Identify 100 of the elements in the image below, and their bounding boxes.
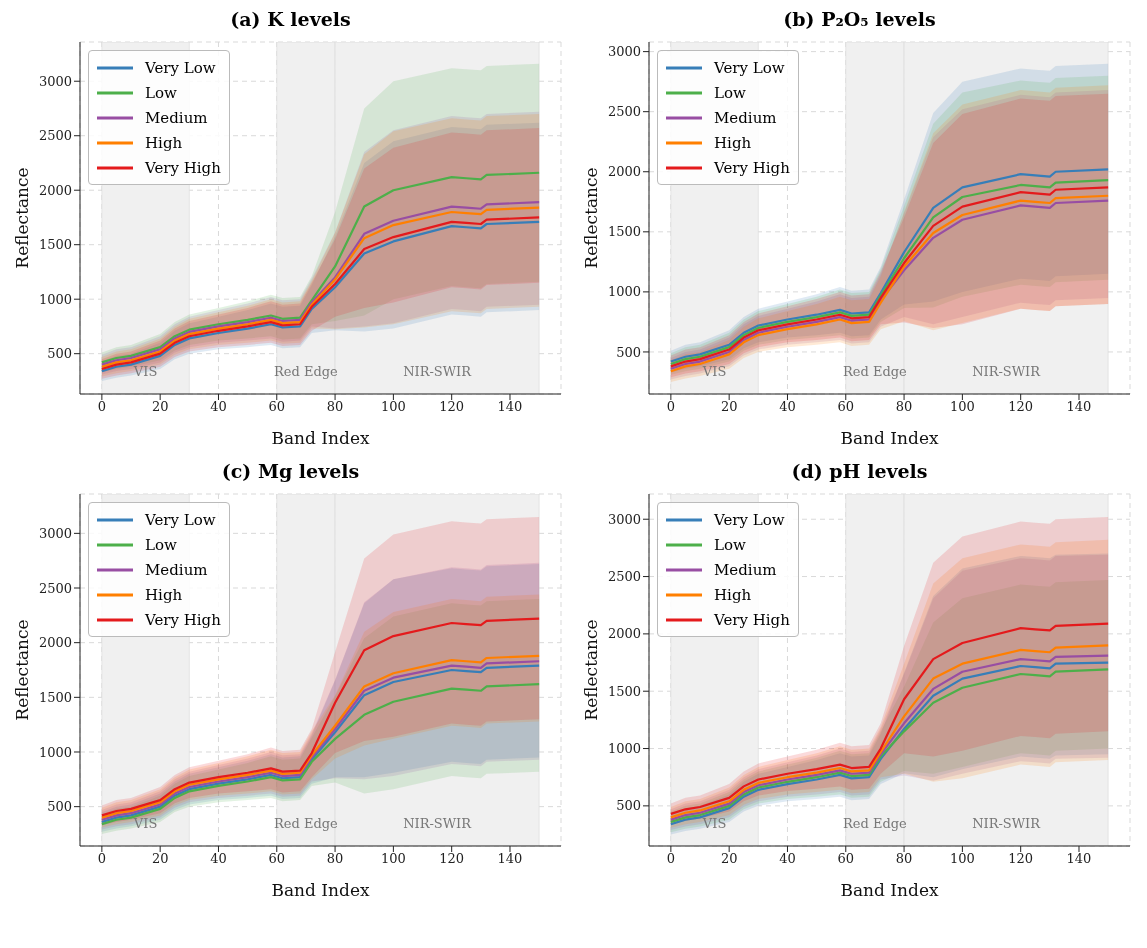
x-tick-label: 60 [837,851,855,867]
x-tick-label: 120 [1008,399,1034,415]
band-label: VIS [701,364,727,379]
x-tick-label: 40 [210,851,227,867]
y-tick-label: 1000 [38,744,72,760]
x-tick-label: 100 [949,399,975,415]
legend-label: High [714,133,752,152]
band-label: NIR-SWIR [403,364,473,379]
band-label: VIS [132,816,158,831]
y-tick-label: 1500 [607,224,641,240]
legend-label: Very High [714,158,790,177]
legend-label: Medium [714,560,777,579]
x-tick-label: 40 [779,399,796,415]
y-tick-label: 500 [47,346,72,362]
x-tick-label: 80 [895,399,913,415]
x-axis-title: Band Index [840,880,939,900]
legend-label: Very High [145,158,221,177]
band-label: NIR-SWIR [972,364,1042,379]
y-tick-label: 2000 [607,164,641,180]
chart-title: (a) K levels [229,8,352,32]
y-tick-label: 2500 [38,128,72,144]
x-tick-label: 120 [439,399,465,415]
x-tick-label: 20 [151,851,169,867]
y-axis-title: Reflectance [12,619,33,721]
y-tick-label: 2500 [38,580,72,596]
legend-label: Very Low [714,58,785,77]
x-tick-label: 40 [210,399,227,415]
x-tick-label: 140 [497,399,523,415]
x-tick-label: 0 [666,851,675,867]
legend-label: Low [145,535,177,554]
legend-label: Medium [145,108,208,127]
x-tick-label: 140 [1066,399,1092,415]
legend-label: Low [714,535,746,554]
band-label: NIR-SWIR [403,816,473,831]
band-label: NIR-SWIR [972,816,1042,831]
legend-label: Very High [145,610,221,629]
x-tick-label: 0 [666,399,675,415]
legend-label: Very High [714,610,790,629]
band-label: Red Edge [274,364,339,379]
y-tick-label: 1500 [607,683,641,699]
x-tick-label: 20 [720,851,738,867]
legend-label: High [714,585,752,604]
x-tick-label: 60 [268,399,286,415]
y-tick-label: 2000 [607,626,641,642]
x-tick-label: 120 [1008,851,1034,867]
band-label: Red Edge [843,364,908,379]
y-tick-label: 1500 [38,237,72,253]
y-tick-label: 2000 [38,635,72,651]
x-tick-label: 140 [497,851,523,867]
chart-title: (d) pH levels [790,460,929,484]
y-tick-label: 2000 [38,182,72,198]
x-tick-label: 140 [1066,851,1092,867]
x-tick-label: 60 [837,399,855,415]
y-tick-label: 3000 [607,44,641,60]
legend-label: Very Low [714,510,785,529]
x-axis-title: Band Index [271,880,370,900]
chart-title: (c) Mg levels [220,460,361,484]
x-tick-label: 0 [97,851,106,867]
legend-label: Low [145,83,177,102]
x-tick-label: 80 [895,851,913,867]
legend-label: Medium [714,108,777,127]
y-tick-label: 1000 [607,741,641,757]
x-tick-label: 20 [151,399,169,415]
band-label: VIS [701,816,727,831]
y-tick-label: 1000 [38,291,72,307]
legend-label: Medium [145,560,208,579]
band-label: Red Edge [274,816,339,831]
x-tick-label: 100 [380,399,406,415]
y-tick-label: 500 [616,798,641,814]
legend-label: Very Low [145,510,216,529]
x-tick-label: 60 [268,851,286,867]
y-tick-label: 500 [616,344,641,360]
x-tick-label: 40 [779,851,796,867]
y-tick-label: 3000 [38,73,72,89]
y-tick-label: 3000 [607,511,641,527]
x-tick-label: 0 [97,399,106,415]
x-tick-label: 80 [326,399,344,415]
x-tick-label: 100 [949,851,975,867]
y-tick-label: 500 [47,799,72,815]
y-tick-label: 1000 [607,284,641,300]
y-axis-title: Reflectance [581,167,602,269]
y-tick-label: 3000 [38,525,72,541]
x-tick-label: 20 [720,399,738,415]
y-tick-label: 2500 [607,569,641,585]
y-axis-title: Reflectance [12,167,33,269]
chart-title: (b) P₂O₅ levels [782,8,937,32]
x-tick-label: 80 [326,851,344,867]
legend-label: Very Low [145,58,216,77]
y-tick-label: 2500 [607,104,641,120]
y-tick-label: 1500 [38,689,72,705]
legend-label: High [145,133,183,152]
band-label: VIS [132,364,158,379]
y-axis-title: Reflectance [581,619,602,721]
legend-label: High [145,585,183,604]
x-tick-label: 100 [380,851,406,867]
x-tick-label: 120 [439,851,465,867]
x-axis-title: Band Index [271,428,370,448]
legend-label: Low [714,83,746,102]
x-axis-title: Band Index [840,428,939,448]
band-label: Red Edge [843,816,908,831]
